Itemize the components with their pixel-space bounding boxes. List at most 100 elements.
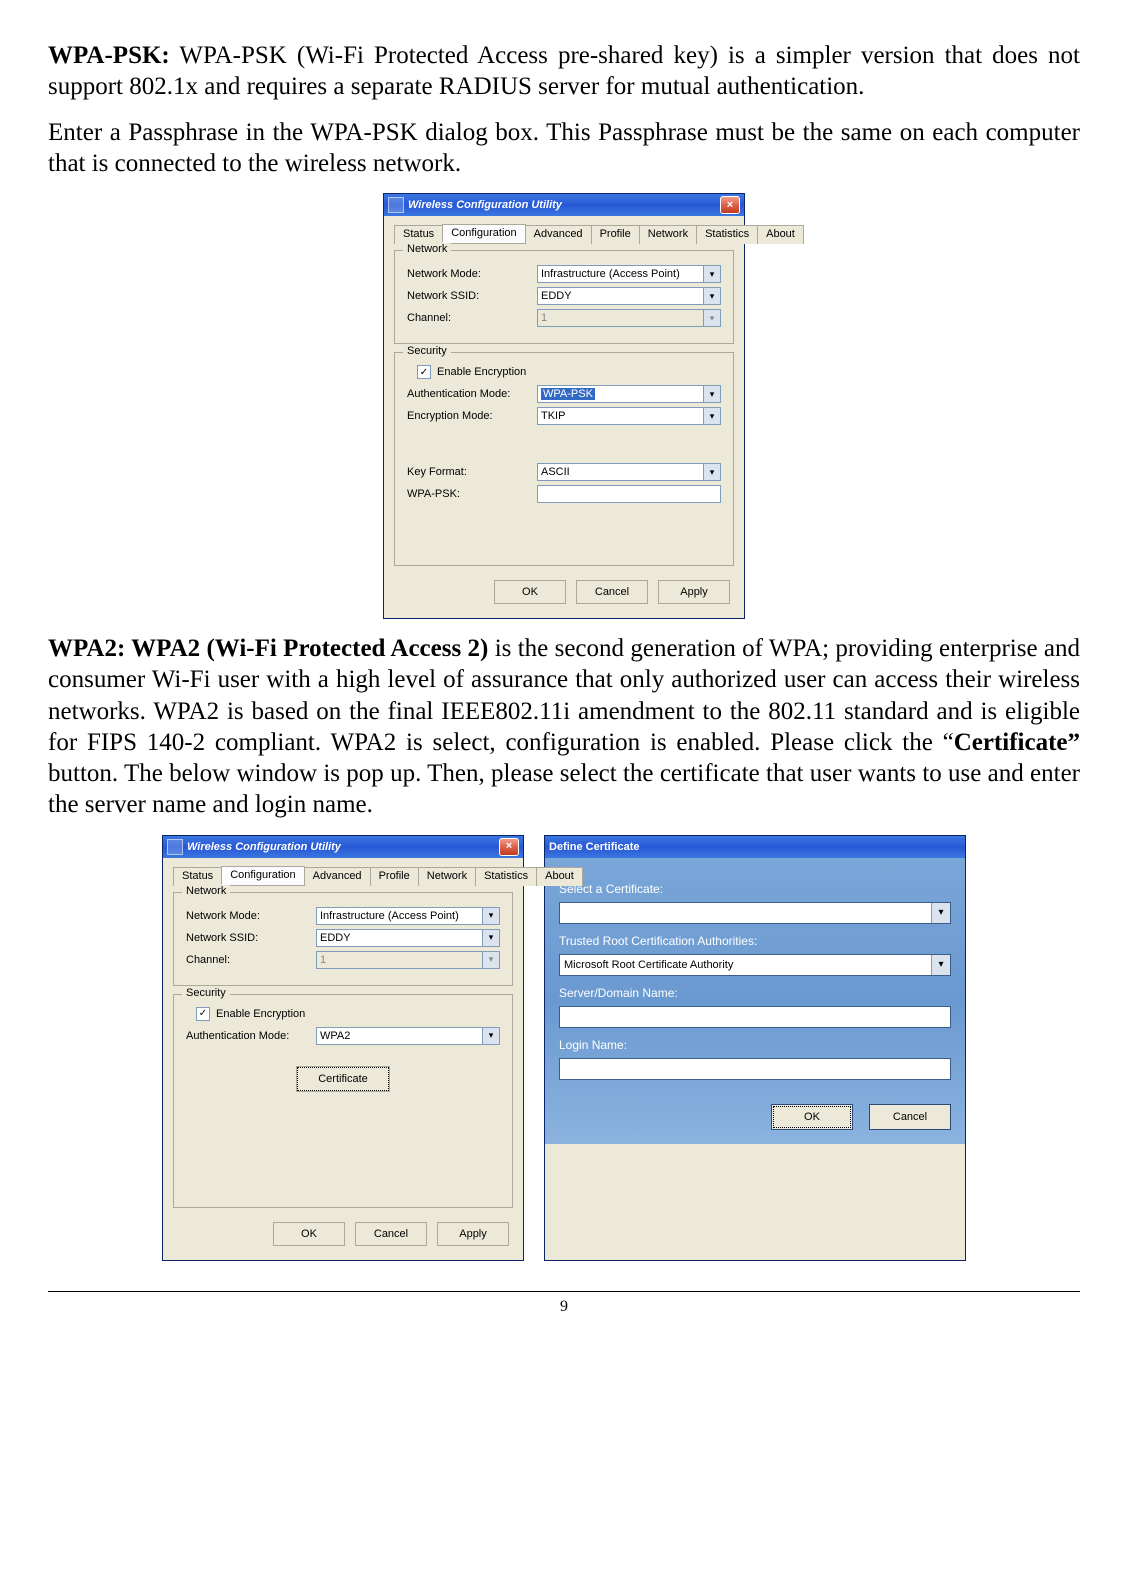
- label-wpa-psk: WPA-PSK:: [407, 488, 537, 500]
- dropdown-network-mode[interactable]: Infrastructure (Access Point)▾: [537, 265, 721, 283]
- checkbox-icon: ✓: [196, 1007, 210, 1021]
- para-passphrase: Enter a Passphrase in the WPA-PSK dialog…: [48, 117, 1080, 180]
- dropdown-channel: 1▾: [316, 951, 500, 969]
- tab-configuration[interactable]: Configuration: [442, 224, 525, 243]
- wpa-psk-text: WPA-PSK (Wi-Fi Protected Access pre-shar…: [48, 42, 1080, 100]
- app-icon: [167, 839, 183, 855]
- label-enable-encryption: Enable Encryption: [437, 366, 526, 378]
- label-auth-mode: Authentication Mode:: [186, 1030, 316, 1042]
- dropdown-network-mode[interactable]: Infrastructure (Access Point)▾: [316, 907, 500, 925]
- legend-security: Security: [403, 345, 451, 357]
- dropdown-encryption-mode[interactable]: TKIP▾: [537, 407, 721, 425]
- label-key-format: Key Format:: [407, 466, 537, 478]
- tab-about[interactable]: About: [536, 867, 583, 886]
- wpa2-part2: button. The below window is pop up. Then…: [48, 760, 1080, 818]
- wcu-dialog-1: Wireless Configuration Utility × Status …: [383, 193, 745, 619]
- input-wpa-psk[interactable]: [537, 485, 721, 503]
- para-wpa2: WPA2: WPA2 (Wi-Fi Protected Access 2) is…: [48, 633, 1080, 821]
- chevron-down-icon: ▾: [703, 386, 720, 402]
- tab-profile[interactable]: Profile: [591, 225, 640, 244]
- apply-button[interactable]: Apply: [658, 580, 730, 604]
- input-login-name[interactable]: [559, 1058, 951, 1080]
- chevron-down-icon: ▾: [931, 903, 950, 923]
- label-trusted-root: Trusted Root Certification Authorities:: [559, 934, 951, 948]
- ok-button[interactable]: OK: [494, 580, 566, 604]
- chevron-down-icon: ▾: [482, 908, 499, 924]
- ok-button[interactable]: OK: [771, 1104, 853, 1130]
- tab-about[interactable]: About: [757, 225, 804, 244]
- tab-profile[interactable]: Profile: [370, 867, 419, 886]
- dropdown-key-format[interactable]: ASCII▾: [537, 463, 721, 481]
- chevron-down-icon: ▾: [703, 288, 720, 304]
- chevron-down-icon: ▾: [703, 266, 720, 282]
- chevron-down-icon: ▾: [703, 310, 720, 326]
- checkbox-icon: ✓: [417, 365, 431, 379]
- label-network-mode: Network Mode:: [407, 268, 537, 280]
- tab-statistics[interactable]: Statistics: [696, 225, 758, 244]
- label-network-mode: Network Mode:: [186, 910, 316, 922]
- tab-strip: Status Configuration Advanced Profile Ne…: [173, 866, 513, 886]
- label-channel: Channel:: [186, 954, 316, 966]
- group-security: Security ✓ Enable Encryption Authenticat…: [173, 994, 513, 1208]
- group-network: Network Network Mode: Infrastructure (Ac…: [173, 892, 513, 986]
- label-encryption-mode: Encryption Mode:: [407, 410, 537, 422]
- label-network-ssid: Network SSID:: [407, 290, 537, 302]
- define-certificate-dialog: Define Certificate Select a Certificate:…: [544, 835, 966, 1261]
- tab-configuration[interactable]: Configuration: [221, 866, 304, 885]
- tab-status[interactable]: Status: [394, 225, 443, 244]
- dropdown-auth-mode[interactable]: WPA2▾: [316, 1027, 500, 1045]
- tab-network[interactable]: Network: [639, 225, 697, 244]
- group-security: Security ✓ Enable Encryption Authenticat…: [394, 352, 734, 566]
- dropdown-network-ssid[interactable]: EDDY▾: [316, 929, 500, 947]
- cancel-button[interactable]: Cancel: [869, 1104, 951, 1130]
- window-title: Define Certificate: [549, 841, 961, 853]
- tab-network[interactable]: Network: [418, 867, 476, 886]
- chevron-down-icon: ▾: [482, 952, 499, 968]
- label-login-name: Login Name:: [559, 1038, 951, 1052]
- window-title: Wireless Configuration Utility: [408, 199, 720, 211]
- dropdown-trusted-root[interactable]: Microsoft Root Certificate Authority▾: [559, 954, 951, 976]
- cancel-button[interactable]: Cancel: [576, 580, 648, 604]
- tab-status[interactable]: Status: [173, 867, 222, 886]
- checkbox-enable-encryption[interactable]: ✓ Enable Encryption: [196, 1007, 500, 1021]
- tab-advanced[interactable]: Advanced: [304, 867, 371, 886]
- close-icon[interactable]: ×: [499, 838, 519, 856]
- label-server-domain: Server/Domain Name:: [559, 986, 951, 1000]
- dropdown-network-ssid[interactable]: EDDY▾: [537, 287, 721, 305]
- dropdown-auth-mode[interactable]: WPA-PSK▾: [537, 385, 721, 403]
- checkbox-enable-encryption[interactable]: ✓ Enable Encryption: [417, 365, 721, 379]
- legend-security: Security: [182, 987, 230, 999]
- tab-statistics[interactable]: Statistics: [475, 867, 537, 886]
- certificate-button[interactable]: Certificate: [297, 1067, 389, 1091]
- label-auth-mode: Authentication Mode:: [407, 388, 537, 400]
- close-icon[interactable]: ×: [720, 196, 740, 214]
- chevron-down-icon: ▾: [482, 930, 499, 946]
- wpa2-cert-bold: Certificate”: [954, 729, 1080, 756]
- footer-divider: [48, 1291, 1080, 1292]
- wpa-psk-lead: WPA-PSK:: [48, 42, 170, 69]
- wcu-dialog-2: Wireless Configuration Utility × Status …: [162, 835, 524, 1261]
- tab-strip: Status Configuration Advanced Profile Ne…: [394, 224, 734, 244]
- wpa2-lead: WPA2: WPA2 (Wi-Fi Protected Access 2): [48, 635, 488, 662]
- cancel-button[interactable]: Cancel: [355, 1222, 427, 1246]
- label-channel: Channel:: [407, 312, 537, 324]
- tab-advanced[interactable]: Advanced: [525, 225, 592, 244]
- label-select-certificate: Select a Certificate:: [559, 882, 951, 896]
- legend-network: Network: [182, 885, 230, 897]
- input-server-domain[interactable]: [559, 1006, 951, 1028]
- label-enable-encryption: Enable Encryption: [216, 1008, 305, 1020]
- dropdown-select-certificate[interactable]: ▾: [559, 902, 951, 924]
- chevron-down-icon: ▾: [931, 955, 950, 975]
- dropdown-channel: 1▾: [537, 309, 721, 327]
- legend-network: Network: [403, 243, 451, 255]
- page-number: 9: [48, 1298, 1080, 1316]
- titlebar: Wireless Configuration Utility ×: [384, 194, 744, 216]
- titlebar: Define Certificate: [545, 836, 965, 858]
- apply-button[interactable]: Apply: [437, 1222, 509, 1246]
- chevron-down-icon: ▾: [703, 464, 720, 480]
- chevron-down-icon: ▾: [703, 408, 720, 424]
- titlebar: Wireless Configuration Utility ×: [163, 836, 523, 858]
- group-network: Network Network Mode: Infrastructure (Ac…: [394, 250, 734, 344]
- ok-button[interactable]: OK: [273, 1222, 345, 1246]
- para-wpa-psk: WPA-PSK: WPA-PSK (Wi-Fi Protected Access…: [48, 40, 1080, 103]
